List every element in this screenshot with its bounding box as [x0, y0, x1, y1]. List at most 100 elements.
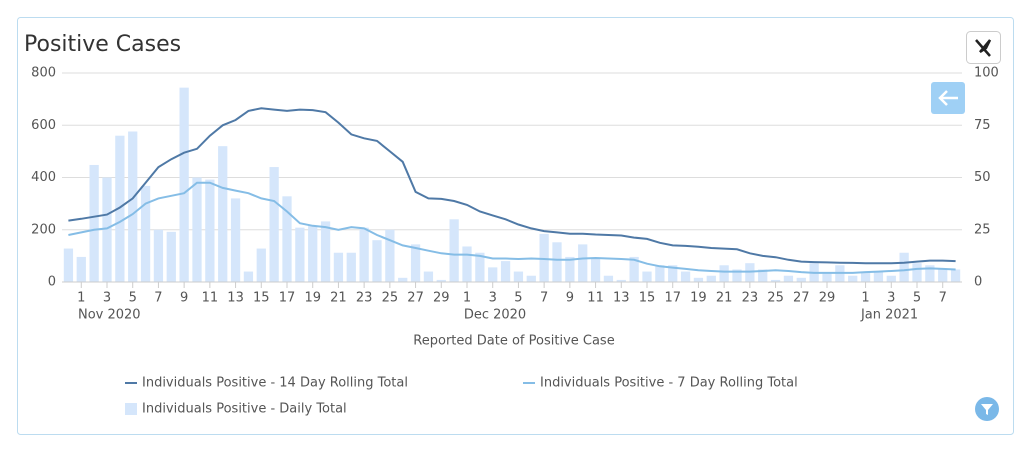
bar: [282, 196, 292, 282]
bar: [706, 275, 716, 282]
y-tick-label: 800: [31, 66, 56, 81]
x-tick-label: 5: [913, 291, 921, 306]
line: [68, 107, 956, 265]
bar: [616, 279, 626, 282]
bar: [153, 229, 164, 282]
bar: [796, 277, 806, 282]
x-tick-label: 3: [103, 291, 111, 306]
bar: [693, 277, 704, 282]
x-tick-label: 17: [279, 291, 296, 306]
x-tick-label: 9: [180, 291, 188, 306]
menu-button[interactable]: [966, 31, 1001, 64]
bar: [205, 179, 215, 282]
y2-tick-label: 100: [974, 66, 999, 81]
bar: [822, 273, 832, 282]
bar: [89, 164, 99, 282]
chart-title: Positive Cases: [24, 32, 181, 57]
x-tick-label: 5: [514, 291, 522, 306]
bar: [359, 227, 369, 282]
x-tick-label: 25: [767, 291, 784, 306]
bar: [680, 271, 691, 282]
x-tick-label: 23: [356, 291, 373, 306]
bar: [449, 219, 459, 282]
x-tick-label: 7: [939, 291, 947, 306]
bar: [462, 246, 472, 282]
x-tick-label: 27: [407, 291, 424, 306]
card: [17, 17, 1014, 435]
bar: [230, 198, 241, 282]
bar: [410, 244, 421, 282]
bar: [732, 269, 742, 282]
bar: [218, 146, 228, 282]
y-tick-label: 0: [48, 275, 56, 290]
month-label: Nov 2020: [78, 308, 141, 323]
month-label: Dec 2020: [464, 308, 526, 323]
x-tick-label: 17: [664, 291, 681, 306]
legend-label: Individuals Positive - 14 Day Rolling To…: [142, 376, 408, 391]
x-tick-label: 13: [613, 291, 630, 306]
bar: [115, 135, 125, 282]
bar: [899, 252, 909, 282]
legend-label: Individuals Positive - 7 Day Rolling Tot…: [540, 376, 798, 391]
y2-tick-label: 75: [974, 118, 991, 133]
bar: [269, 167, 279, 282]
x-tick-label: 27: [793, 291, 810, 306]
y-tick-label: 600: [31, 118, 56, 133]
x-tick-label: 19: [690, 291, 707, 306]
x-tick-label: 1: [77, 291, 85, 306]
bar: [256, 248, 266, 282]
bar: [526, 275, 536, 282]
bar: [860, 271, 871, 282]
x-tick-label: 21: [330, 291, 347, 306]
bar: [848, 275, 858, 282]
bar: [166, 231, 176, 282]
x-tick-label: 15: [639, 291, 656, 306]
bar: [925, 265, 935, 282]
x-tick-label: 25: [382, 291, 399, 306]
x-tick-label: 5: [129, 291, 137, 306]
bar: [475, 252, 485, 282]
x-tick-label: 23: [742, 291, 759, 306]
x-tick-label: 21: [716, 291, 733, 306]
bar: [192, 177, 202, 282]
line: [68, 181, 956, 274]
x-tick-label: 13: [227, 291, 244, 306]
bar: [513, 271, 524, 282]
x-tick-label: 29: [433, 291, 450, 306]
bar: [578, 244, 588, 282]
bar: [295, 227, 305, 282]
bar: [436, 279, 446, 282]
bar: [873, 271, 884, 282]
bar: [308, 225, 318, 282]
bar: [938, 269, 948, 282]
x-tick-label: 3: [887, 291, 895, 306]
x-tick-label: 11: [202, 291, 219, 306]
bar: [590, 259, 601, 282]
bar: [140, 185, 151, 282]
bar: [76, 256, 86, 282]
bar: [488, 267, 498, 282]
bar: [243, 271, 254, 282]
x-tick-label: 7: [154, 291, 162, 306]
filter-button[interactable]: [975, 397, 999, 421]
bar: [385, 229, 395, 282]
back-button[interactable]: [931, 82, 965, 114]
bar: [565, 256, 575, 282]
bar: [655, 265, 665, 282]
x-tick-label: 1: [861, 291, 869, 306]
x-axis-title: Reported Date of Positive Case: [413, 334, 614, 349]
bar: [886, 275, 896, 282]
x-tick-label: 3: [489, 291, 497, 306]
x-tick-label: 9: [566, 291, 574, 306]
bar: [629, 256, 639, 282]
legend-swatch: [125, 403, 137, 415]
bar: [719, 265, 729, 282]
y2-tick-label: 0: [974, 275, 982, 290]
bar: [320, 221, 331, 282]
bar: [552, 242, 562, 282]
bar: [398, 277, 408, 282]
y2-tick-label: 50: [974, 170, 991, 185]
bar: [179, 87, 189, 282]
x-tick-label: 7: [540, 291, 548, 306]
